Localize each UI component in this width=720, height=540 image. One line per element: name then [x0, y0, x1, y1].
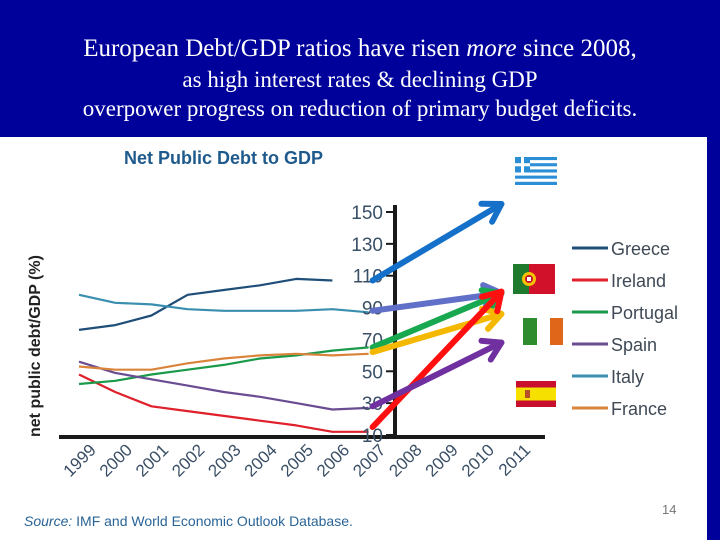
- legend-label: Spain: [611, 335, 657, 355]
- legend-label: Greece: [611, 239, 670, 259]
- series-line-italy: [78, 293, 369, 314]
- arrow-shaft: [369, 201, 505, 284]
- y-tick-label: 110: [353, 267, 383, 288]
- title-text-b: since 2008,: [516, 35, 637, 62]
- arrow-layer: [369, 200, 505, 431]
- chart-title: Net Public Debt to GDP: [124, 148, 323, 168]
- arrow-shaft: [369, 310, 505, 356]
- series-layer: [78, 277, 369, 433]
- x-tick-label: 2001: [132, 440, 172, 480]
- legend-label: Italy: [611, 367, 644, 387]
- spain-flag-icon: [516, 381, 556, 407]
- legend-item-france: France: [572, 399, 667, 419]
- series-line-ireland: [78, 373, 369, 433]
- arrow-head: [479, 288, 505, 315]
- arrow-shaft: [369, 290, 505, 351]
- arrow-shaft: [369, 288, 505, 431]
- legend-item-portugal: Portugal: [572, 303, 678, 323]
- series-line-portugal: [78, 346, 369, 386]
- x-tick-label: 2006: [313, 440, 353, 480]
- arrow-head: [478, 200, 505, 225]
- slide-title-line-2: as high interest rates & declining GDP: [182, 67, 538, 92]
- portugal-flag-icon: [513, 264, 555, 294]
- legend-label: Portugal: [611, 303, 678, 323]
- slide-header: European Debt/GDP ratios have risen more…: [0, 0, 720, 137]
- source-prefix: Source:: [24, 513, 73, 529]
- source-note: Source: IMF and World Economic Outlook D…: [24, 513, 353, 529]
- arrow-ireland: [369, 288, 505, 431]
- x-tick-label: 2002: [168, 440, 208, 480]
- legend-label: France: [611, 399, 667, 419]
- arrow-spain: [369, 337, 505, 410]
- legend-item-spain: Spain: [572, 335, 657, 355]
- arrow-shaft: [369, 339, 505, 410]
- x-tick-label: 1999: [60, 440, 100, 480]
- slide-title-line-1: European Debt/GDP ratios have risen more…: [0, 35, 720, 63]
- italy-flag-icon: [523, 318, 563, 345]
- x-tick-label: 2008: [385, 440, 425, 480]
- legend-item-greece: Greece: [572, 239, 670, 259]
- legend-item-italy: Italy: [572, 367, 644, 387]
- chart-panel: Net Public Debt to GDP net public debt/G…: [0, 137, 707, 540]
- y-tick-label: 150: [351, 203, 383, 224]
- source-text: IMF and World Economic Outlook Database.: [72, 513, 353, 529]
- arrow-head: [478, 337, 505, 363]
- page-number: 14: [662, 502, 677, 517]
- chart: Net Public Debt to GDP net public debt/G…: [27, 148, 678, 481]
- series-line-spain: [78, 360, 369, 411]
- y-axis-label: net public debt/GDP (%): [27, 255, 44, 437]
- y-tick-label: 50: [362, 362, 383, 383]
- title-text-a: European Debt/GDP ratios have risen: [83, 35, 467, 62]
- legend-label: Ireland: [611, 271, 666, 291]
- x-tick-label: 2004: [241, 440, 281, 480]
- x-tick-label: 2007: [349, 440, 389, 480]
- greece-flag-icon: [515, 157, 557, 185]
- y-tick-label: 130: [351, 235, 383, 256]
- legend: Greece Ireland Portugal Spain Italy France: [572, 239, 678, 419]
- arrow-france: [369, 305, 505, 356]
- series-line-greece: [78, 277, 333, 331]
- x-tick-label: 2009: [422, 440, 462, 480]
- x-tick-label: 2000: [96, 440, 136, 480]
- x-axis-ticks: 1999200020012002200320042005200620072008…: [60, 440, 535, 480]
- y-tick-label: 10: [362, 426, 383, 447]
- x-tick-label: 2003: [204, 440, 244, 480]
- series-line-france: [78, 352, 369, 371]
- slide-title-line-3: overpower progress on reduction of prima…: [82, 96, 638, 121]
- arrow-head: [479, 305, 505, 332]
- x-tick-label: 2010: [458, 440, 498, 480]
- flag-layer: [513, 157, 563, 407]
- legend-item-ireland: Ireland: [572, 271, 666, 291]
- x-tick-label: 2005: [277, 440, 317, 480]
- title-emphasis: more: [466, 35, 517, 62]
- arrow-greece: [369, 200, 505, 284]
- x-tick-label: 2011: [495, 440, 534, 479]
